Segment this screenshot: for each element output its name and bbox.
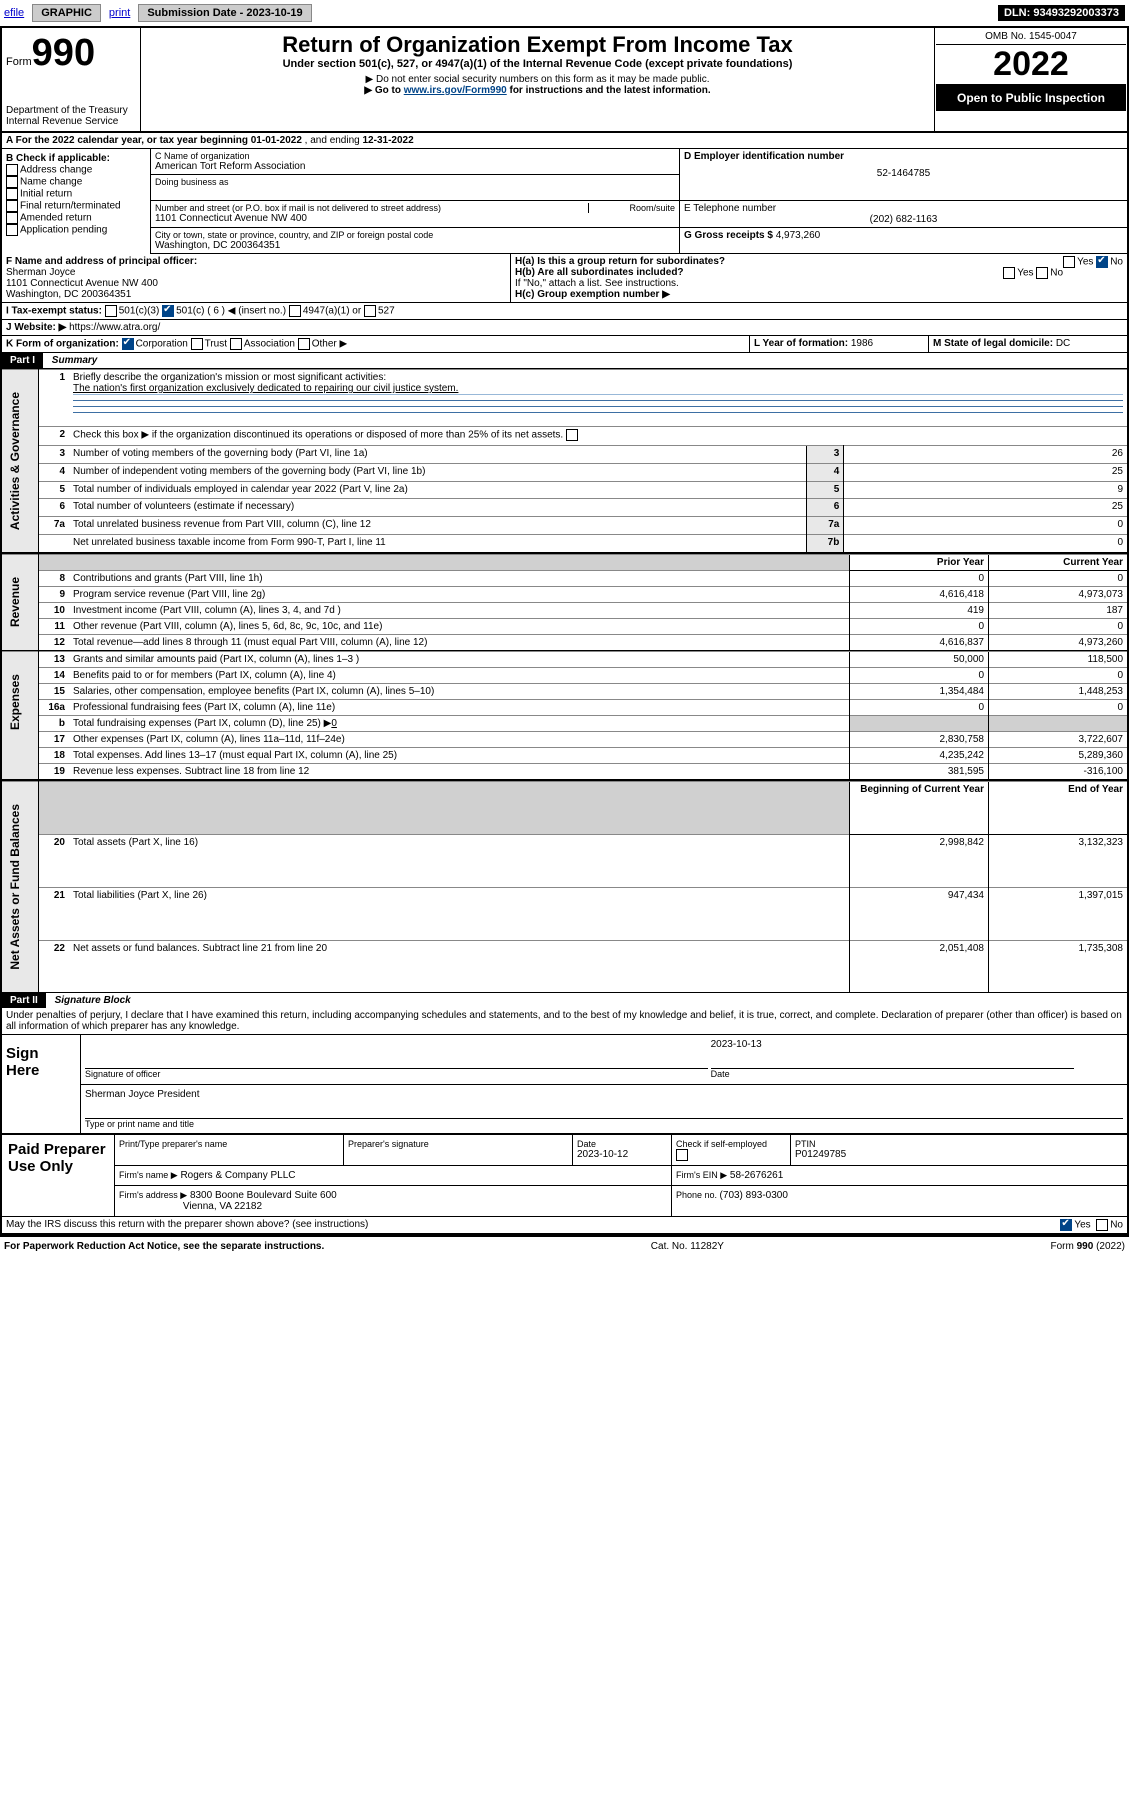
chk-amended[interactable] <box>6 212 18 224</box>
row-L: L Year of formation: 1986 <box>750 336 929 353</box>
Ha-no[interactable] <box>1096 256 1108 268</box>
note2: ▶ Go to www.irs.gov/Form990 for instruct… <box>149 85 926 96</box>
line2-chk[interactable] <box>566 429 578 441</box>
header-left: Form990 Department of the Treasury Inter… <box>1 27 141 132</box>
I-4947[interactable] <box>289 305 301 317</box>
tax-year: 2022 <box>936 45 1126 85</box>
graphic-button[interactable]: GRAPHIC <box>32 4 101 22</box>
dln-box: DLN: 93493292003373 <box>998 5 1125 21</box>
header-mid: Return of Organization Exempt From Incom… <box>141 27 935 132</box>
open-public: Open to Public Inspection <box>936 85 1126 111</box>
declaration: Under penalties of perjury, I declare th… <box>1 1008 1128 1035</box>
chk-initial[interactable] <box>6 188 18 200</box>
box-C-city: City or town, state or province, country… <box>151 228 680 254</box>
box-D: D Employer identification number 52-1464… <box>680 149 1128 201</box>
form-title: Return of Organization Exempt From Incom… <box>149 32 926 58</box>
irs-link[interactable]: www.irs.gov/Form990 <box>404 85 507 96</box>
box-H: H(a) Is this a group return for subordin… <box>511 254 1128 303</box>
box-G: G Gross receipts $ 4,973,260 <box>680 228 1128 254</box>
K-other[interactable] <box>298 338 310 350</box>
discuss-yes[interactable] <box>1060 1219 1072 1231</box>
vtab-exp: Expenses <box>2 652 39 780</box>
paid-preparer: Paid Preparer Use Only <box>2 1135 115 1216</box>
irs: Internal Revenue Service <box>6 116 136 127</box>
K-corp[interactable] <box>122 338 134 350</box>
part2-title: Signature Block <box>49 995 131 1006</box>
I-527[interactable] <box>364 305 376 317</box>
line2: Check this box ▶ if the organization dis… <box>69 426 1127 445</box>
chk-address[interactable] <box>6 164 18 176</box>
Hb-no[interactable] <box>1036 267 1048 279</box>
form-container: Form990 Department of the Treasury Inter… <box>0 26 1129 1235</box>
print-link[interactable]: print <box>109 7 130 19</box>
chk-pending[interactable] <box>6 224 18 236</box>
form-subtitle: Under section 501(c), 527, or 4947(a)(1)… <box>149 58 926 70</box>
K-trust[interactable] <box>191 338 203 350</box>
part1-title: Summary <box>46 355 98 366</box>
vtab-net: Net Assets or Fund Balances <box>2 782 39 992</box>
sub-label: Submission Date - <box>147 7 246 19</box>
Ha-yes[interactable] <box>1063 256 1075 268</box>
top-bar: efile GRAPHIC print Submission Date - 20… <box>0 0 1129 26</box>
dept: Department of the Treasury <box>6 105 136 116</box>
row-M: M State of legal domicile: DC <box>929 336 1128 353</box>
discuss-no[interactable] <box>1096 1219 1108 1231</box>
row-I: I Tax-exempt status: 501(c)(3) 501(c) ( … <box>1 303 1128 320</box>
line1: Briefly describe the organization's miss… <box>69 370 1127 427</box>
header-right: OMB No. 1545-0047 2022 Open to Public In… <box>935 27 1129 132</box>
box-C-addr: Number and street (or P.O. box if mail i… <box>151 201 680 228</box>
sub-date: 2023-10-19 <box>246 7 302 19</box>
box-F: F Name and address of principal officer:… <box>2 254 511 303</box>
row-A: A For the 2022 calendar year, or tax yea… <box>1 132 1128 149</box>
vtab-ag: Activities & Governance <box>2 370 39 553</box>
part2-label: Part II <box>2 993 46 1008</box>
efile-link[interactable]: efile <box>4 7 24 19</box>
chk-final[interactable] <box>6 200 18 212</box>
self-emp-chk[interactable] <box>676 1149 688 1161</box>
sign-here: Sign Here <box>2 1035 81 1133</box>
box-C-dba: Doing business as <box>151 175 680 201</box>
discuss-row: May the IRS discuss this return with the… <box>1 1216 1128 1234</box>
row-J: J Website: ▶ https://www.atra.org/ <box>1 320 1128 336</box>
submission-date-box: Submission Date - 2023-10-19 <box>138 4 311 22</box>
K-assoc[interactable] <box>230 338 242 350</box>
vtab-rev: Revenue <box>2 555 39 651</box>
box-E: E Telephone number (202) 682-1163 <box>680 201 1128 228</box>
omb: OMB No. 1545-0047 <box>936 29 1126 45</box>
I-501c[interactable] <box>162 305 174 317</box>
box-B: B Check if applicable: Address change Na… <box>2 149 151 254</box>
Hb-yes[interactable] <box>1003 267 1015 279</box>
box-C-name: C Name of organization American Tort Ref… <box>151 149 680 175</box>
part1-label: Part I <box>2 353 43 368</box>
note1: ▶ Do not enter social security numbers o… <box>149 74 926 85</box>
footer: For Paperwork Reduction Act Notice, see … <box>0 1235 1129 1256</box>
row-K: K Form of organization: Corporation Trus… <box>2 336 750 353</box>
chk-name[interactable] <box>6 176 18 188</box>
I-501c3[interactable] <box>105 305 117 317</box>
